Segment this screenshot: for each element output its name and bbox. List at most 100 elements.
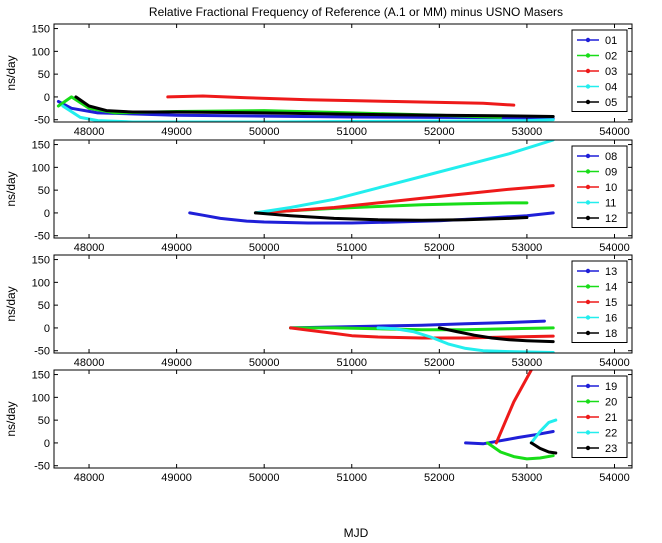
y-tick-label: 150 — [32, 24, 50, 36]
series-11-line — [253, 140, 555, 215]
x-tick-label: 51000 — [336, 126, 367, 138]
x-tick-label: 52000 — [424, 472, 455, 484]
x-tick-label: 51000 — [336, 242, 367, 254]
legend-label-15: 15 — [605, 297, 617, 309]
legend-marker-14 — [585, 284, 591, 289]
legend-marker-22 — [585, 430, 591, 435]
x-tick-label: 54000 — [599, 472, 630, 484]
panel-4: 48000 49000 50000 51000 52000 53000 54000 -50 0 5… — [4, 369, 633, 484]
legend-label-21: 21 — [605, 412, 617, 424]
legend-label-22: 22 — [605, 428, 617, 440]
x-tick-label: 50000 — [249, 472, 280, 484]
x-tick-label: 48000 — [74, 357, 105, 369]
x-tick-label: 54000 — [599, 242, 630, 254]
y-tick-label: 100 — [32, 277, 50, 289]
y-tick-label: 0 — [44, 438, 50, 450]
y-tick-label: 150 — [32, 140, 50, 152]
x-tick-label: 52000 — [424, 357, 455, 369]
x-tick-label: 54000 — [599, 357, 630, 369]
legend-label-11: 11 — [605, 198, 616, 210]
series-23-line — [529, 441, 558, 455]
y-tick-label: -50 — [34, 115, 50, 127]
series-03-line — [166, 94, 516, 107]
plot-frame — [53, 369, 633, 469]
x-tick-label: 48000 — [74, 242, 105, 254]
series-group — [56, 94, 555, 122]
legend-label-14: 14 — [605, 282, 617, 294]
legend-marker-09 — [585, 169, 591, 174]
legend-label-09: 09 — [605, 167, 617, 179]
legend-marker-02 — [585, 53, 591, 58]
panel-2: 48000 49000 50000 51000 52000 53000 54000 -50 0 5… — [4, 139, 633, 254]
y-tick-label: 100 — [32, 162, 50, 174]
series-21-line — [494, 370, 533, 445]
y-tick-label: -50 — [34, 346, 50, 358]
legend-marker-11 — [585, 200, 591, 205]
series-18-line — [437, 326, 555, 344]
x-tick-label: 49000 — [161, 472, 192, 484]
legend-marker-21 — [585, 414, 591, 420]
series-12-line — [253, 211, 529, 222]
legend-marker-10 — [585, 184, 591, 190]
panel-1: 48000 49000 50000 51000 52000 53000 54000-5005… — [4, 23, 633, 138]
legend-label-05: 05 — [605, 97, 617, 109]
plot-frame — [53, 23, 633, 123]
legend-marker-20 — [585, 399, 591, 404]
y-tick-label: -50 — [34, 231, 50, 243]
legend-marker-01 — [585, 37, 591, 43]
y-tick-label: 150 — [32, 255, 50, 267]
legend-marker-13 — [585, 268, 591, 274]
y-tick-label: 50 — [38, 185, 50, 197]
legend-label-02: 02 — [605, 51, 617, 63]
x-tick-label: 53000 — [512, 357, 543, 369]
series-16-line — [376, 326, 555, 353]
figure-title: Relative Fractional Frequency of Referen… — [149, 5, 563, 19]
panel-3: 48000 49000 50000 51000 52000 53000 54000 -50 0 5… — [4, 254, 633, 369]
series-group — [188, 140, 555, 225]
series-05-line — [74, 95, 555, 118]
x-axis-label: MJD — [344, 526, 369, 540]
legend-label-19: 19 — [605, 381, 617, 393]
x-tick-label: 49000 — [161, 357, 192, 369]
series-22-line — [529, 418, 558, 445]
series-group — [464, 370, 558, 461]
series-group — [289, 319, 555, 353]
plot-frame — [53, 254, 633, 354]
series-20-line — [486, 441, 555, 461]
x-tick-label: 51000 — [336, 357, 367, 369]
legend-label-08: 08 — [605, 151, 617, 163]
legend-marker-19 — [585, 383, 591, 389]
legend-label-10: 10 — [605, 182, 617, 194]
x-tick-label: 52000 — [424, 126, 455, 138]
y-tick-label: 0 — [44, 323, 50, 335]
x-tick-label: 51000 — [336, 472, 367, 484]
y-tick-label: -50 — [34, 461, 50, 473]
series-14-line — [289, 326, 555, 332]
y-tick-label: 100 — [32, 46, 50, 58]
legend-marker-04 — [585, 84, 591, 89]
legend-marker-15 — [585, 299, 591, 305]
x-tick-label: 48000 — [74, 472, 105, 484]
legend-marker-08 — [585, 153, 591, 159]
legend-label-20: 20 — [605, 397, 617, 409]
y-tick-label: 0 — [44, 208, 50, 220]
y-tick-label: 50 — [38, 415, 50, 427]
legend-label-18: 18 — [605, 328, 617, 340]
legend-label-12: 12 — [605, 213, 617, 225]
legend-marker-16 — [585, 315, 591, 320]
y-tick-label: 100 — [32, 392, 50, 404]
y-axis-label: ns/day — [4, 286, 18, 321]
y-tick-label: 50 — [38, 69, 50, 81]
x-tick-label: 48000 — [74, 126, 105, 138]
y-axis-label: ns/day — [4, 171, 18, 206]
x-tick-label: 53000 — [512, 472, 543, 484]
legend-label-04: 04 — [605, 82, 617, 94]
legend-marker-05 — [585, 99, 591, 105]
x-tick-label: 53000 — [512, 242, 543, 254]
legend-label-16: 16 — [605, 313, 617, 325]
x-tick-label: 49000 — [161, 126, 192, 138]
legend-label-13: 13 — [605, 266, 617, 278]
legend-label-03: 03 — [605, 66, 617, 78]
series-10-line — [253, 184, 555, 215]
